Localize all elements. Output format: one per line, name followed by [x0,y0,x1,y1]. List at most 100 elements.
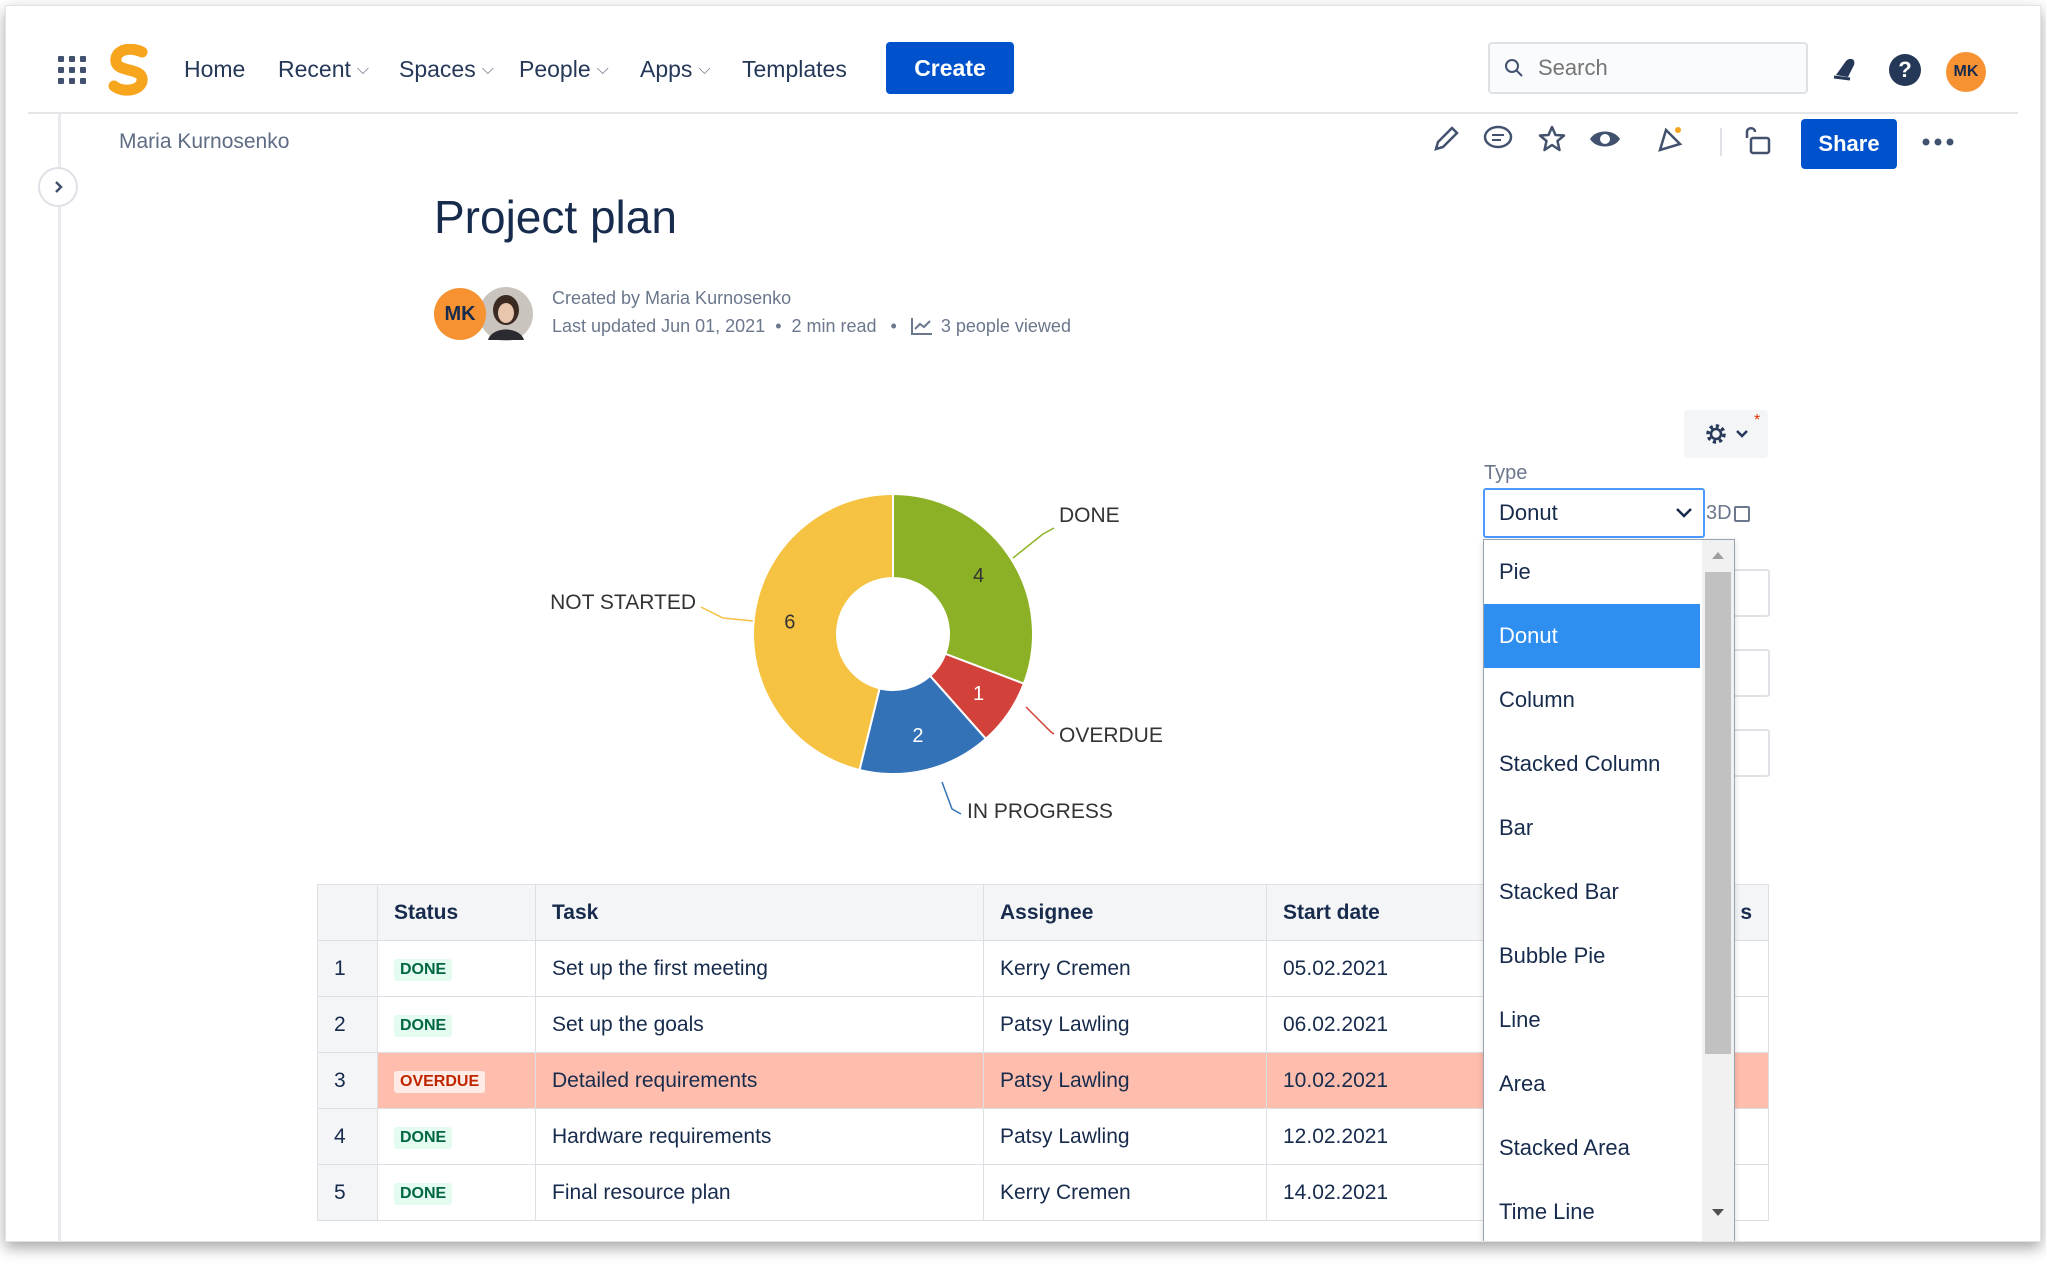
browser-frame: Home Recent ⌵ Spaces ⌵ People ⌵ Apps ⌵ Templ… [5,5,2041,1242]
more-actions-icon[interactable] [1922,138,1954,146]
scroll-up-arrow-icon[interactable] [1711,550,1725,560]
option-donut[interactable]: Donut [1484,604,1700,668]
nav-recent-label: Recent [278,56,351,82]
nav-apps-label: Apps [640,56,693,82]
column-header-task[interactable]: Task [535,884,984,941]
star-icon[interactable] [1537,124,1567,154]
option-bubble-pie[interactable]: Bubble Pie [1499,943,1606,968]
chart-type-select[interactable]: Donut [1483,488,1705,538]
row-number: 5 [317,1164,378,1221]
chevron-down-icon [1676,508,1692,518]
donut-slice-not-started[interactable] [752,492,894,772]
option-stacked-column[interactable]: Stacked Column [1499,751,1661,776]
chart-settings-button[interactable]: * [1684,410,1768,458]
option-stacked-area[interactable]: Stacked Area [1499,1135,1630,1160]
nav-apps[interactable]: Apps ⌵ [640,56,711,83]
notifications-icon[interactable] [1828,53,1860,85]
nav-templates[interactable]: Templates [742,56,847,83]
option-area[interactable]: Area [1499,1071,1546,1096]
type-label: Type [1484,462,1528,484]
task-cell[interactable]: Set up the first meeting [535,940,984,997]
chevron-down-icon [1736,430,1748,438]
donut-value-label: 6 [784,611,795,633]
comment-icon[interactable] [1482,124,1514,154]
donut-slice-done[interactable] [892,492,1034,685]
logo-icon[interactable] [108,44,152,96]
edit-icon[interactable] [1431,124,1461,154]
breadcrumb[interactable]: Maria Kurnosenko [119,130,290,153]
search-input[interactable] [1536,54,1776,82]
option-pie[interactable]: Pie [1499,559,1531,584]
status-badge: OVERDUE [394,1071,486,1093]
assignee-cell[interactable]: Patsy Lawling [983,996,1267,1053]
nav-recent[interactable]: Recent ⌵ [278,56,369,83]
row-number: 3 [317,1052,378,1109]
nav-home[interactable]: Home [184,56,245,83]
assignee-cell[interactable]: Kerry Cremen [983,940,1267,997]
column-header-assignee[interactable]: Assignee [983,884,1267,941]
scroll-down-arrow-icon[interactable] [1711,1208,1725,1218]
option-column[interactable]: Column [1499,687,1575,712]
category-label: NOT STARTED [550,591,696,614]
donut-slice-in-progress[interactable] [858,674,988,775]
user-avatar[interactable]: MK [1946,52,1986,92]
status-badge: DONE [394,959,453,981]
last-updated[interactable]: Last updated Jun 01, 2021 [552,316,766,336]
scrollbar-thumb[interactable] [1705,572,1731,1054]
status-cell: DONE [377,1108,536,1165]
task-cell[interactable]: Set up the goals [535,996,984,1053]
nav-spaces[interactable]: Spaces ⌵ [399,56,494,83]
row-number: 1 [317,940,378,997]
author-initials: MK [444,302,476,325]
option-bar[interactable]: Bar [1499,815,1534,840]
leader-line [1012,527,1055,559]
watch-icon[interactable] [1588,124,1622,154]
search-box[interactable] [1488,42,1808,94]
separator-dot: • [890,316,897,336]
created-by[interactable]: Created by Maria Kurnosenko [552,288,792,308]
author-avatar[interactable]: MK [434,288,486,340]
app-switcher-icon[interactable] [58,56,86,84]
expand-sidebar-button[interactable] [38,167,78,207]
task-cell[interactable]: Detailed requirements [535,1052,984,1109]
donut-value-label: 1 [973,683,984,705]
status-badge: DONE [394,1015,453,1037]
dropdown-scrollbar[interactable] [1702,540,1734,1241]
three-d-checkbox[interactable] [1733,505,1750,522]
row-number: 4 [317,1108,378,1165]
status-cell: OVERDUE [377,1052,536,1109]
user-initials: MK [1953,63,1979,80]
donut-chart: 4 DONE 1 OVERDUE 2 IN PROGRESS 6 NOT STARTED [550,492,1163,823]
create-button[interactable]: Create [886,42,1014,94]
nav-people[interactable]: People ⌵ [519,56,609,83]
assignee-cell[interactable]: Kerry Cremen [983,1164,1267,1221]
contributor-avatar[interactable] [478,286,534,342]
option-time-line[interactable]: Time Line [1499,1199,1595,1224]
byline: Created by Maria Kurnosenko Last updated… [552,284,1081,340]
share-button[interactable]: Share [1801,119,1897,169]
option-line[interactable]: Line [1499,1007,1541,1032]
chevron-right-icon [55,181,63,193]
announcement-icon[interactable] [1656,124,1686,154]
category-label: OVERDUE [1059,724,1163,747]
category-label: DONE [1059,504,1120,527]
help-icon[interactable]: ? [1888,53,1922,87]
toolbar-divider [1720,128,1722,156]
task-cell[interactable]: Final resource plan [535,1164,984,1221]
search-icon [1505,59,1523,77]
page-views[interactable]: 3 people viewed [940,316,1071,336]
nav-people-label: People [519,56,591,82]
chevron-down-icon: ⌵ [698,60,711,78]
nav-spaces-label: Spaces [399,56,476,82]
assignee-cell[interactable]: Patsy Lawling [983,1108,1267,1165]
three-d-toggle[interactable]: 3D [1706,502,1750,525]
option-stacked-bar[interactable]: Stacked Bar [1499,879,1619,904]
unlock-icon[interactable] [1743,124,1773,156]
assignee-cell[interactable]: Patsy Lawling [983,1052,1267,1109]
three-d-label: 3D [1706,502,1732,524]
top-navigation: Home Recent ⌵ Spaces ⌵ People ⌵ Apps ⌵ Templ… [28,6,2018,114]
task-cell[interactable]: Hardware requirements [535,1108,984,1165]
column-header-status[interactable]: Status [377,884,536,941]
donut-value-label: 2 [912,725,923,747]
nav-templates-label: Templates [742,56,847,82]
